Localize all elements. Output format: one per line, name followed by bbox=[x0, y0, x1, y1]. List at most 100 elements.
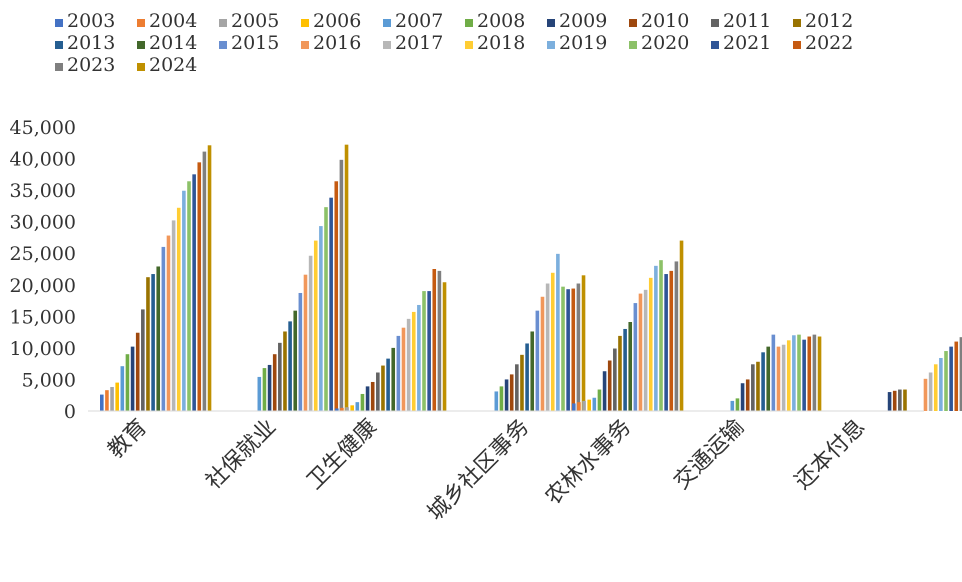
bar-1-2010 bbox=[272, 354, 277, 411]
legend-swatch-2008 bbox=[465, 19, 473, 27]
legend-label-2003: 2003 bbox=[67, 10, 115, 32]
y-tick-label: 5,000 bbox=[22, 369, 76, 391]
bar-0-2006 bbox=[115, 382, 119, 411]
bar-1-2014 bbox=[293, 310, 298, 411]
y-tick-label: 45,000 bbox=[10, 117, 76, 139]
bar-6-2011 bbox=[898, 389, 902, 411]
y-tick-label: 25,000 bbox=[10, 243, 76, 265]
bar-2-2014 bbox=[391, 347, 396, 411]
bar-5-2016 bbox=[776, 346, 781, 411]
legend-swatch-2013 bbox=[55, 41, 63, 49]
legend-swatch-2007 bbox=[383, 19, 391, 27]
bar-0-2012 bbox=[146, 277, 150, 411]
x-category-label: 交通运输 bbox=[669, 415, 749, 495]
legend-label-2021: 2021 bbox=[723, 32, 771, 54]
bar-1-2020 bbox=[324, 207, 328, 411]
bar-6-2010 bbox=[892, 390, 897, 411]
bar-3-2018 bbox=[550, 272, 555, 411]
y-tick-label: 15,000 bbox=[10, 306, 76, 328]
legend-swatch-2018 bbox=[465, 41, 473, 49]
legend-swatch-2017 bbox=[383, 41, 391, 49]
bar-3-2022 bbox=[571, 288, 576, 411]
bar-1-2009 bbox=[267, 364, 272, 411]
legend-label-2012: 2012 bbox=[805, 10, 853, 32]
legend-swatch-2011 bbox=[711, 19, 719, 27]
bar-0-2017 bbox=[171, 220, 176, 411]
bar-1-2012 bbox=[283, 331, 287, 411]
legend-swatch-2006 bbox=[301, 19, 309, 27]
bar-6-2020 bbox=[944, 351, 948, 411]
bar-4-2021 bbox=[664, 274, 668, 411]
y-tick-label: 40,000 bbox=[10, 149, 76, 171]
bar-0-2007 bbox=[120, 366, 125, 411]
bar-group-6 bbox=[887, 337, 962, 411]
bar-3-2015 bbox=[535, 310, 540, 411]
bar-4-2024 bbox=[679, 240, 684, 411]
bar-5-2020 bbox=[797, 334, 801, 411]
bar-2-2022 bbox=[432, 269, 437, 411]
bar-4-2009 bbox=[602, 371, 607, 411]
x-category-label: 还本付息 bbox=[790, 415, 870, 495]
legend-label-2004: 2004 bbox=[149, 10, 197, 32]
bar-group-4 bbox=[572, 240, 684, 411]
bar-4-2019 bbox=[654, 265, 658, 411]
bar-5-2022 bbox=[807, 336, 812, 411]
bar-2-2023 bbox=[437, 270, 442, 411]
bar-6-2009 bbox=[887, 392, 892, 411]
legend-label-2008: 2008 bbox=[477, 10, 525, 32]
bar-2-2007 bbox=[355, 402, 360, 411]
bar-1-2008 bbox=[262, 368, 267, 411]
bar-6-2023 bbox=[959, 337, 962, 411]
bar-0-2023 bbox=[202, 151, 207, 412]
legend-label-2016: 2016 bbox=[313, 32, 361, 54]
bar-0-2008 bbox=[125, 354, 130, 411]
legend-swatch-2021 bbox=[711, 41, 719, 49]
y-tick-label: 35,000 bbox=[10, 180, 76, 202]
bar-2-2016 bbox=[401, 327, 406, 411]
bar-0-2009 bbox=[130, 346, 135, 411]
bar-4-2013 bbox=[623, 328, 627, 411]
bar-5-2023 bbox=[812, 334, 817, 411]
legend-swatch-2004 bbox=[137, 19, 145, 27]
bar-0-2003 bbox=[100, 394, 104, 411]
legend-label-2006: 2006 bbox=[313, 10, 361, 32]
bar-1-2015 bbox=[298, 292, 303, 411]
bar-group-5 bbox=[730, 334, 822, 411]
bar-0-2013 bbox=[151, 274, 155, 411]
bar-4-2006 bbox=[587, 399, 591, 411]
bar-6-2018 bbox=[933, 364, 938, 411]
y-axis: 0 5,000 10,000 15,000 20,000 25,000 30,000 35,0… bbox=[10, 117, 76, 423]
legend-swatch-2015 bbox=[219, 41, 227, 49]
bar-5-2015 bbox=[771, 334, 776, 411]
legend-label-2022: 2022 bbox=[805, 32, 853, 54]
bar-group-3 bbox=[494, 253, 586, 411]
bar-2-2018 bbox=[411, 311, 416, 411]
bar-4-2007 bbox=[592, 397, 597, 411]
bar-6-2012 bbox=[903, 389, 907, 411]
bar-3-2021 bbox=[566, 289, 570, 411]
bar-3-2013 bbox=[525, 343, 529, 411]
y-tick-label: 20,000 bbox=[10, 275, 76, 297]
legend-label-2014: 2014 bbox=[149, 32, 197, 54]
bar-6-2017 bbox=[928, 372, 933, 411]
bar-3-2007 bbox=[494, 391, 499, 411]
bar-2-2003 bbox=[335, 408, 339, 411]
bar-1-2013 bbox=[288, 321, 292, 411]
legend-swatch-2024 bbox=[137, 63, 145, 71]
bar-2-2013 bbox=[386, 358, 390, 411]
legend-swatch-2022 bbox=[793, 41, 801, 49]
bar-3-2024 bbox=[581, 275, 586, 411]
bar-0-2015 bbox=[161, 246, 166, 411]
bar-5-2007 bbox=[730, 400, 735, 411]
bar-1-2019 bbox=[319, 226, 323, 411]
bar-2-2004 bbox=[340, 407, 344, 411]
legend-swatch-2019 bbox=[547, 41, 555, 49]
legend-label-2007: 2007 bbox=[395, 10, 443, 32]
bar-5-2014 bbox=[766, 346, 771, 411]
bar-0-2022 bbox=[197, 162, 202, 411]
bar-5-2021 bbox=[802, 339, 806, 411]
bar-3-2009 bbox=[504, 379, 509, 411]
bar-5-2011 bbox=[751, 364, 755, 411]
bar-2-2024 bbox=[442, 282, 447, 411]
